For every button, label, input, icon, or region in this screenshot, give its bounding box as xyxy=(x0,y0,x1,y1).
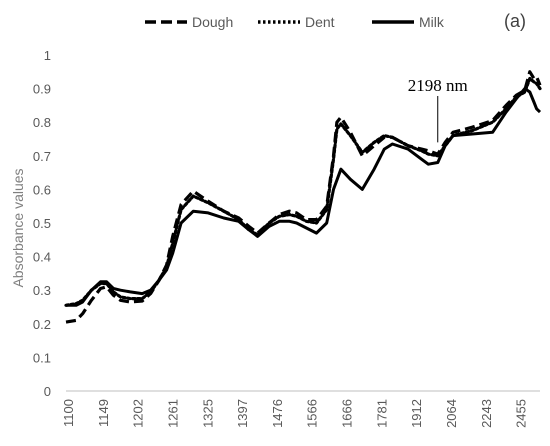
panel-label: (a) xyxy=(504,11,526,31)
annotation: 2198 nm xyxy=(408,76,468,143)
x-tick-label: 2455 xyxy=(514,399,529,428)
x-tick-label: 1476 xyxy=(270,399,285,428)
y-tick-label: 0.7 xyxy=(33,149,51,164)
series-line-dent xyxy=(64,76,542,307)
y-tick-label: 0.5 xyxy=(33,216,51,231)
x-tick-label: 1202 xyxy=(131,399,146,428)
y-tick-label: 0.8 xyxy=(33,115,51,130)
x-axis-ticks: 1100 1149 1202 1261 1325 1397 1476 1566 1666 1781… xyxy=(61,399,529,428)
legend-label-milk: Milk xyxy=(419,14,445,30)
x-tick-label: 1781 xyxy=(374,399,389,428)
y-tick-label: 0.1 xyxy=(33,350,51,365)
annotation-label: 2198 nm xyxy=(408,76,468,95)
x-tick-label: 1566 xyxy=(305,399,320,428)
y-tick-label: 1 xyxy=(44,48,51,63)
y-tick-label: 0.2 xyxy=(33,317,51,332)
legend-label-dent: Dent xyxy=(305,14,335,30)
y-axis-title: Absorbance values xyxy=(10,168,26,287)
series-layer xyxy=(64,70,542,324)
x-tick-label: 2243 xyxy=(479,399,494,428)
x-tick-label: 1149 xyxy=(96,399,111,427)
y-tick-label: 0.9 xyxy=(33,82,51,97)
y-tick-label: 0.6 xyxy=(33,182,51,197)
x-tick-label: 1261 xyxy=(165,399,180,428)
y-axis-ticks: 0 0.1 0.2 0.3 0.4 0.5 0.6 0.7 0.8 0.9 1 xyxy=(33,48,51,399)
legend-label-dough: Dough xyxy=(192,14,233,30)
y-tick-label: 0.4 xyxy=(33,250,51,265)
legend: Dough Dent Milk xyxy=(145,14,445,30)
x-tick-label: 1100 xyxy=(61,399,76,427)
x-tick-label: 1325 xyxy=(200,399,215,428)
series-line-milk xyxy=(66,87,542,307)
y-tick-label: 0 xyxy=(44,384,51,399)
series-line-dough xyxy=(65,70,542,324)
y-tick-label: 0.3 xyxy=(33,283,51,298)
x-tick-label: 2064 xyxy=(444,399,459,428)
x-tick-label: 1397 xyxy=(235,399,250,428)
x-tick-label: 1912 xyxy=(409,399,424,428)
x-tick-label: 1666 xyxy=(340,399,355,428)
